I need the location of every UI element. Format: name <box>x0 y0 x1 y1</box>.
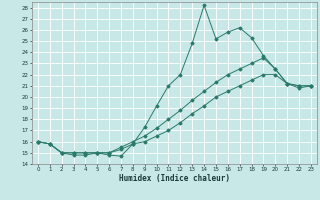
X-axis label: Humidex (Indice chaleur): Humidex (Indice chaleur) <box>119 174 230 183</box>
